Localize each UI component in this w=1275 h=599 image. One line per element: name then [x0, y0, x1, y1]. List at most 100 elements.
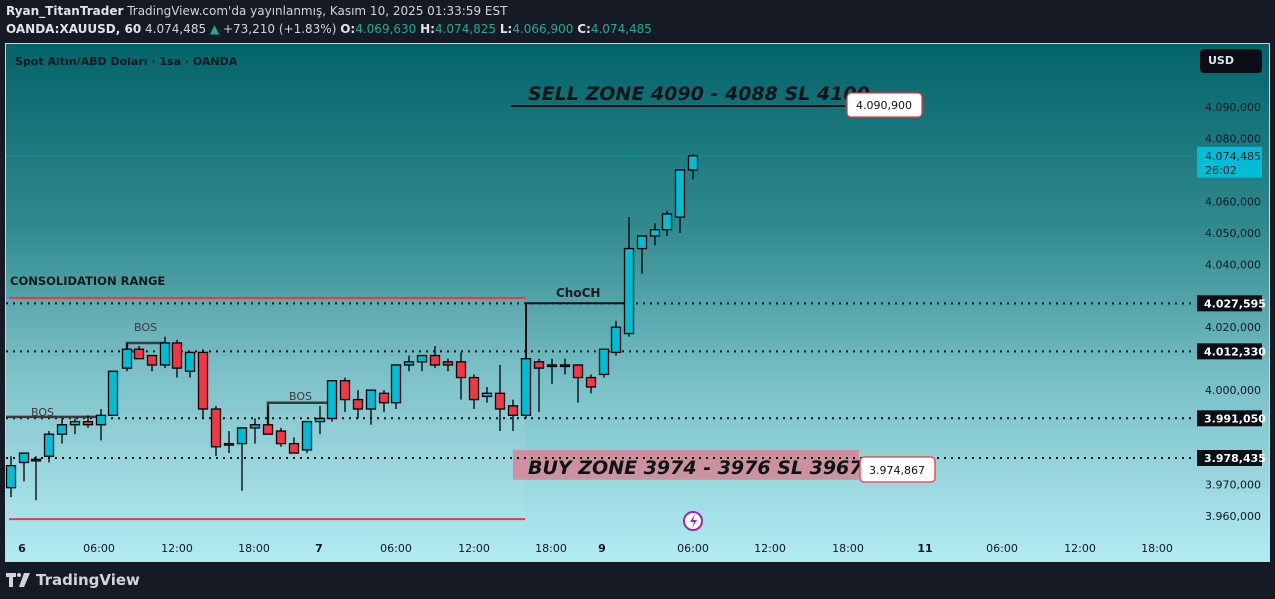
y-axis-tick: 4.060,000 — [1205, 195, 1261, 208]
buy-zone-box — [513, 449, 859, 480]
candle — [442, 358, 454, 372]
publish-date: TradingView.com'da yayınlanmış, Kasım 10… — [127, 4, 508, 18]
x-axis-tick: 12:00 — [754, 542, 786, 555]
author-name: Ryan_TitanTrader — [6, 4, 124, 18]
candle — [403, 355, 415, 372]
consolidation-range-box — [6, 298, 525, 520]
sell-zone-price: 4.090,900 — [856, 99, 912, 112]
candle — [598, 348, 610, 378]
candle — [429, 346, 441, 369]
buy-zone-price: 3.974,867 — [869, 464, 925, 477]
candle — [197, 349, 209, 419]
candle — [236, 427, 248, 491]
lightning-bolt-icon — [690, 514, 697, 528]
candle — [339, 377, 351, 413]
candle — [95, 409, 107, 441]
publish-info: Ryan_TitanTrader TradingView.com'da yayı… — [6, 4, 507, 18]
candle — [494, 364, 506, 432]
up-arrow-icon: ▲ — [209, 22, 220, 36]
consolidation-range-label: CONSOLIDATION RANGE — [10, 274, 165, 288]
open-value: 4.069,630 — [355, 22, 417, 36]
candle — [30, 456, 42, 501]
candle — [326, 380, 338, 422]
candle — [623, 217, 635, 337]
candle — [18, 452, 30, 482]
x-axis-tick: 11 — [917, 542, 932, 555]
choch-line — [525, 302, 625, 406]
price-change: +73,210 (+1.83%) — [222, 22, 337, 36]
buy-zone-price-badge[interactable] — [859, 456, 936, 483]
candle — [69, 418, 81, 435]
high-value: 4.074,825 — [434, 22, 497, 36]
currency-button[interactable]: USD — [1200, 49, 1262, 73]
level-badge-text: 3.991,050 — [1204, 412, 1266, 425]
candle — [378, 390, 390, 413]
x-axis-tick: 9 — [598, 542, 606, 555]
level-badge-1 — [1197, 343, 1262, 360]
level-badge-text: 4.012,330 — [1204, 345, 1266, 358]
candle — [146, 354, 158, 372]
candle — [585, 374, 597, 394]
y-axis-tick: 4.050,000 — [1205, 227, 1261, 240]
candle — [559, 358, 571, 375]
last-price: 4.074,485 — [145, 22, 207, 36]
y-axis-tick: 3.960,000 — [1205, 510, 1261, 523]
candle — [5, 456, 17, 498]
low-label: L: — [499, 22, 513, 36]
bos-label-2: BOS — [134, 321, 157, 334]
x-axis-tick: 18:00 — [535, 542, 567, 555]
candle — [56, 418, 68, 444]
x-axis-tick: 06:00 — [380, 542, 412, 555]
candle — [43, 431, 55, 463]
candle — [416, 354, 428, 372]
x-axis-tick: 6 — [18, 542, 26, 555]
level-badge-text: 3.978,435 — [1204, 452, 1266, 465]
candle — [288, 437, 300, 454]
x-axis-tick: 12:00 — [1064, 542, 1096, 555]
candle — [687, 154, 699, 180]
x-axis-tick: 12:00 — [458, 542, 490, 555]
sell-zone-price-badge[interactable] — [846, 92, 923, 118]
x-axis-tick: 7 — [315, 542, 323, 555]
bar-countdown: 26:02 — [1205, 164, 1237, 177]
level-badge-3 — [1197, 449, 1262, 466]
candle — [520, 305, 532, 419]
candle — [649, 223, 661, 246]
candle — [210, 405, 222, 457]
bos-label-1: BOS — [31, 406, 54, 419]
symbol: OANDA:XAUUSD, 60 — [6, 22, 142, 36]
level-badge-0 — [1197, 295, 1262, 312]
x-axis-tick: 18:00 — [1141, 542, 1173, 555]
brand-name: TradingView — [36, 571, 140, 589]
candle — [107, 370, 119, 416]
x-axis-tick: 06:00 — [83, 542, 115, 555]
x-axis-tick: 12:00 — [161, 542, 193, 555]
candle — [507, 399, 519, 432]
close-label: C: — [577, 22, 591, 36]
candle — [82, 415, 94, 428]
open-label: O: — [340, 22, 356, 36]
current-price-badge — [1197, 146, 1262, 178]
tradingview-logo: TradingView — [6, 571, 140, 589]
low-value: 4.066,900 — [512, 22, 574, 36]
y-axis-tick: 4.040,000 — [1205, 258, 1261, 271]
ohlc-legend: OANDA:XAUUSD, 60 4.074,485 ▲ +73,210 (+1… — [6, 22, 652, 36]
candle — [184, 351, 196, 378]
x-axis-tick: 18:00 — [238, 542, 270, 555]
candle — [661, 210, 673, 236]
candle — [572, 364, 584, 403]
level-badge-2 — [1197, 410, 1262, 427]
y-axis-tick: 4.080,000 — [1205, 132, 1261, 145]
sell-zone-label: SELL ZONE 4090 - 4088 SL 4100 — [528, 83, 870, 105]
bos-label-3: BOS — [289, 390, 312, 403]
choch-label: ChoCH — [556, 286, 600, 300]
candle — [223, 431, 235, 454]
close-value: 4.074,485 — [590, 22, 652, 36]
current-price-text: 4.074,485 — [1205, 150, 1261, 163]
candle — [133, 346, 145, 360]
x-axis-tick: 18:00 — [832, 542, 864, 555]
buy-zone-label: BUY ZONE 3974 - 3976 SL 3967 — [528, 457, 863, 479]
level-badge-text: 4.027,595 — [1204, 297, 1266, 310]
candle — [262, 405, 274, 435]
